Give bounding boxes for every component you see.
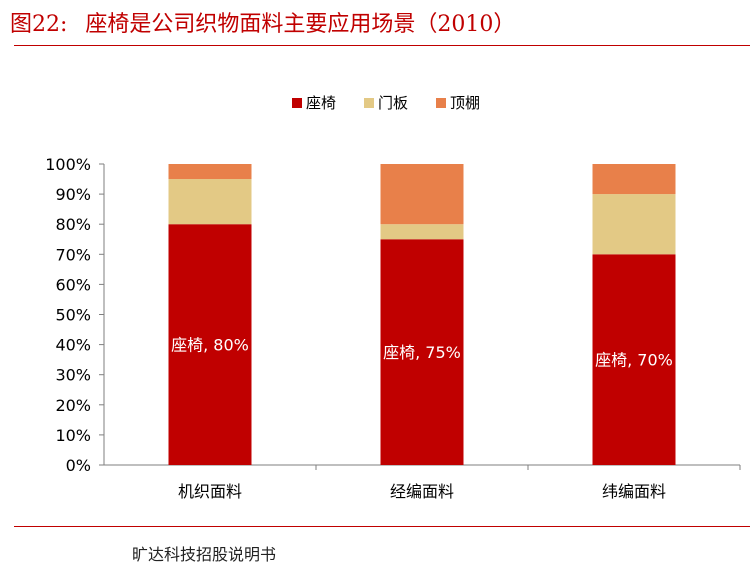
bottom-rule	[14, 526, 750, 527]
y-tick-label: 60%	[55, 275, 91, 294]
y-tick-label: 90%	[55, 185, 91, 204]
source-note: 旷达科技招股说明书	[132, 545, 277, 564]
x-tick-label: 机织面料	[178, 482, 242, 501]
y-tick-label: 80%	[55, 215, 91, 234]
data-label: 座椅, 70%	[595, 351, 673, 370]
bar-顶棚-经编面料	[380, 164, 464, 225]
y-tick-label: 0%	[66, 456, 91, 475]
y-tick-label: 10%	[55, 426, 91, 445]
y-tick-label: 70%	[55, 245, 91, 264]
y-tick-label: 100%	[45, 155, 91, 174]
legend-swatch-顶棚	[436, 98, 446, 108]
bar-门板-经编面料	[380, 224, 464, 240]
legend-label: 门板	[378, 94, 408, 112]
y-tick-label: 50%	[55, 306, 91, 325]
y-tick-label: 30%	[55, 366, 91, 385]
bar-顶棚-机织面料	[168, 164, 252, 180]
bar-座椅-经编面料	[380, 239, 464, 465]
bar-座椅-纬编面料	[592, 254, 676, 465]
data-label: 座椅, 80%	[171, 336, 249, 355]
legend-swatch-座椅	[292, 98, 302, 108]
y-tick-label: 20%	[55, 396, 91, 415]
figure-number: 图22:	[10, 12, 68, 37]
legend-swatch-门板	[364, 98, 374, 108]
top-rule	[14, 45, 750, 46]
figure-title-text: 座椅是公司织物面料主要应用场景（2010）	[85, 12, 516, 37]
legend-label: 座椅	[306, 94, 336, 112]
y-tick-label: 40%	[55, 336, 91, 355]
bar-顶棚-纬编面料	[592, 164, 676, 195]
bar-门板-机织面料	[168, 179, 252, 225]
x-tick-label: 纬编面料	[602, 482, 666, 501]
legend-label: 顶棚	[450, 94, 480, 112]
bar-门板-纬编面料	[592, 194, 676, 255]
data-label: 座椅, 75%	[383, 343, 461, 362]
bar-座椅-机织面料	[168, 224, 252, 465]
figure-title: 图22: 座椅是公司织物面料主要应用场景（2010）	[10, 6, 515, 38]
x-tick-label: 经编面料	[390, 482, 454, 501]
